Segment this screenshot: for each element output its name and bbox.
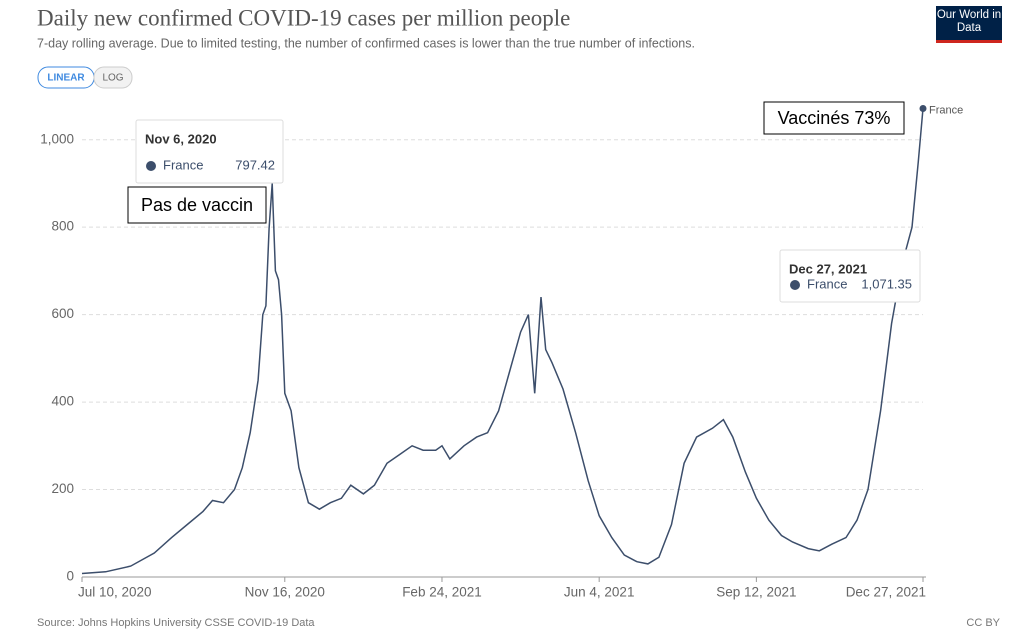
tooltip bbox=[779, 249, 921, 303]
tooltip-dot bbox=[146, 161, 156, 171]
logo bbox=[936, 6, 1002, 43]
chart-subtitle: 7-day rolling average. Due to limited te… bbox=[37, 36, 695, 50]
tooltip-date: Nov 6, 2020 bbox=[145, 131, 217, 146]
logo-text: Our World in Data bbox=[936, 9, 1002, 34]
annotation-box bbox=[127, 186, 267, 224]
tooltip-value: 797.42 bbox=[235, 157, 275, 172]
series-line bbox=[81, 108, 924, 575]
x-tick-label: Jun 4, 2021 bbox=[564, 585, 635, 600]
series-end-label: France bbox=[929, 104, 963, 116]
y-tick-label: 600 bbox=[51, 306, 74, 321]
y-tick-label: 800 bbox=[51, 219, 74, 234]
x-tick-label: Sep 12, 2021 bbox=[716, 585, 796, 600]
y-tick-label: 200 bbox=[51, 481, 74, 496]
end-point bbox=[919, 105, 927, 113]
x-tick-label: Dec 27, 2021 bbox=[846, 585, 926, 600]
annotation: Pas de vaccin bbox=[141, 195, 253, 215]
logo-bar bbox=[936, 40, 1002, 43]
y-tick-label: 0 bbox=[66, 569, 74, 584]
log-button[interactable] bbox=[93, 66, 133, 89]
tooltip-dot bbox=[790, 280, 800, 290]
y-tick-label: 1,000 bbox=[40, 131, 74, 146]
chart-title: Daily new confirmed COVID-19 cases per m… bbox=[37, 5, 570, 30]
tooltip-value: 1,071.35 bbox=[861, 276, 912, 291]
x-tick-label: Jul 10, 2020 bbox=[78, 585, 152, 600]
license: CC BY bbox=[966, 617, 1000, 629]
tooltip-series: France bbox=[807, 276, 847, 291]
button-label: LINEAR bbox=[47, 73, 85, 84]
tooltip-date: Dec 27, 2021 bbox=[789, 261, 867, 276]
y-tick-label: 400 bbox=[51, 394, 74, 409]
tooltip bbox=[135, 119, 284, 184]
tooltip-series: France bbox=[163, 157, 203, 172]
x-tick-label: Nov 16, 2020 bbox=[245, 585, 325, 600]
button-label: LOG bbox=[102, 73, 123, 84]
logo-text-box: Our World in Data bbox=[936, 9, 1002, 34]
annotation-box bbox=[763, 101, 905, 135]
source: Source: Johns Hopkins University CSSE CO… bbox=[37, 617, 315, 629]
annotation: Vaccinés 73% bbox=[778, 108, 891, 128]
x-tick-label: Feb 24, 2021 bbox=[402, 585, 482, 600]
